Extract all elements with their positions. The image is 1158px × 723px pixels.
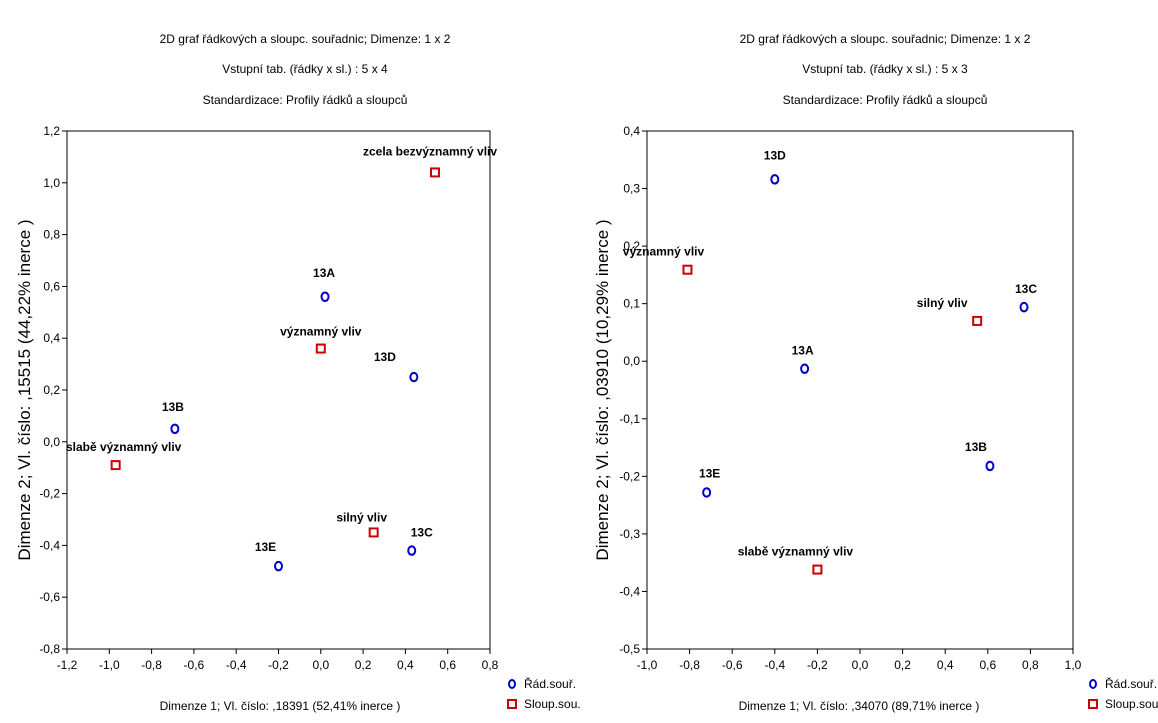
row-point-label: 13E (699, 466, 720, 480)
legend-row-marker (508, 679, 516, 689)
column-point-label: silný vliv (336, 510, 387, 524)
x-tick-label: 0,0 (852, 658, 869, 672)
x-tick-label: -1,2 (57, 658, 78, 672)
x-tick-label: -0,6 (722, 658, 743, 672)
column-point-label: významný vliv (623, 245, 705, 259)
y-tick-label: -0,1 (619, 412, 640, 426)
row-point-marker (170, 423, 180, 435)
legend-label: Sloup.sou. (524, 697, 581, 711)
row-point-marker (800, 363, 810, 374)
chart-title-line: Vstupní tab. (řádky x sl.) : 5 x 4 (222, 62, 388, 76)
column-point-label: slabě významný vliv (66, 440, 182, 454)
y-tick-label: -0,2 (619, 469, 640, 483)
y-tick-label: -0,3 (619, 527, 640, 541)
y-tick-label: 0,0 (43, 435, 60, 449)
legend-row-marker (1089, 679, 1097, 689)
left-chart: 2D graf řádkových a sloupc. souřadnic; D… (15, 32, 581, 713)
x-tick-label: 0,2 (355, 658, 372, 672)
column-point-label: silný vliv (917, 296, 968, 310)
y-tick-label: 0,2 (43, 383, 60, 397)
y-tick-label: 0,1 (623, 297, 640, 311)
y-tick-label: 0,3 (623, 182, 640, 196)
row-point-marker (770, 174, 780, 185)
legend-column-marker (1088, 699, 1098, 709)
y-tick-label: -0,8 (39, 642, 60, 656)
row-point-label: 13A (792, 344, 814, 358)
legend-label: Sloup.sou. (1105, 697, 1158, 711)
y-tick-label: 0,2 (623, 239, 640, 253)
row-point-marker (409, 371, 419, 383)
x-tick-label: 0,6 (439, 658, 456, 672)
column-point-marker (315, 343, 326, 354)
x-tick-label: -0,6 (184, 658, 205, 672)
column-point-marker (972, 315, 983, 326)
x-tick-label: -0,2 (268, 658, 289, 672)
x-tick-label: 1,0 (1065, 658, 1082, 672)
column-point-label: slabě významný vliv (738, 545, 854, 559)
chart-title-line: Standardizace: Profily řádků a sloupců (783, 93, 988, 107)
row-point-label: 13D (764, 148, 786, 162)
y-tick-label: -0,5 (619, 642, 640, 656)
y-tick-label: 0,4 (623, 124, 640, 138)
y-tick-label: -0,4 (619, 584, 640, 598)
x-tick-label: -1,0 (637, 658, 658, 672)
x-tick-label: -0,8 (679, 658, 700, 672)
row-point-label: 13A (313, 266, 335, 280)
row-point-label: 13C (1015, 282, 1037, 296)
legend-column-marker (507, 699, 517, 709)
y-tick-label: 1,2 (43, 124, 60, 138)
x-tick-label: 0,8 (482, 658, 499, 672)
x-tick-label: 0,4 (397, 658, 414, 672)
y-tick-label: 0,6 (43, 279, 60, 293)
column-point-marker (812, 564, 823, 575)
row-point-label: 13B (965, 440, 987, 454)
legend-label: Řád.souř. (1105, 676, 1157, 691)
x-tick-label: 0,6 (979, 658, 996, 672)
row-point-marker (1019, 301, 1029, 313)
column-point-label: významný vliv (280, 325, 362, 339)
row-point-marker (320, 291, 330, 302)
chart-title-line: 2D graf řádkových a sloupc. souřadnic; D… (740, 32, 1031, 46)
row-point-marker (702, 487, 712, 498)
y-tick-label: 0,8 (43, 228, 60, 242)
x-tick-label: -0,4 (226, 658, 247, 672)
chart-title-line: Standardizace: Profily řádků a sloupců (203, 93, 408, 107)
row-point-label: 13C (411, 526, 433, 540)
y-axis-label: Dimenze 2; Vl. číslo: ,15515 (44,22% ine… (15, 219, 34, 560)
x-tick-label: 0,4 (937, 658, 954, 672)
row-point-label: 13D (374, 350, 396, 364)
y-tick-label: 0,4 (43, 331, 60, 345)
x-tick-label: -0,8 (141, 658, 162, 672)
x-tick-label: -0,2 (807, 658, 828, 672)
column-point-label: zcela bezvýznamný vliv (363, 144, 497, 158)
y-axis-label: Dimenze 2; Vl. číslo: ,03910 (10,29% ine… (593, 219, 612, 560)
y-tick-label: -0,4 (39, 538, 60, 552)
row-point-marker (274, 560, 283, 572)
right-chart: 2D graf řádkových a sloupc. souřadnic; D… (593, 32, 1158, 713)
row-point-label: 13B (162, 400, 184, 414)
y-tick-label: -0,6 (39, 590, 60, 604)
row-point-marker (407, 545, 417, 556)
y-tick-label: 0,0 (623, 354, 640, 368)
x-axis-label: Dimenze 1; Vl. číslo: ,34070 (89,71% ine… (739, 699, 980, 713)
x-tick-label: 0,0 (312, 658, 329, 672)
x-tick-label: -1,0 (99, 658, 120, 672)
column-point-marker (682, 264, 693, 275)
y-tick-label: -0,2 (39, 487, 60, 501)
legend-label: Řád.souř. (524, 676, 576, 691)
x-tick-label: 0,2 (894, 658, 911, 672)
column-point-marker (110, 460, 121, 471)
y-tick-label: 1,0 (43, 176, 60, 190)
row-point-marker (985, 460, 995, 472)
column-point-marker (430, 167, 441, 178)
x-tick-label: -0,4 (764, 658, 785, 672)
x-tick-label: 0,8 (1022, 658, 1039, 672)
chart-title-line: 2D graf řádkových a sloupc. souřadnic; D… (160, 32, 451, 46)
column-point-marker (368, 527, 379, 538)
chart-title-line: Vstupní tab. (řádky x sl.) : 5 x 3 (802, 62, 968, 76)
row-point-label: 13E (255, 540, 276, 554)
x-axis-label: Dimenze 1; Vl. číslo: ,18391 (52,41% ine… (160, 699, 401, 713)
